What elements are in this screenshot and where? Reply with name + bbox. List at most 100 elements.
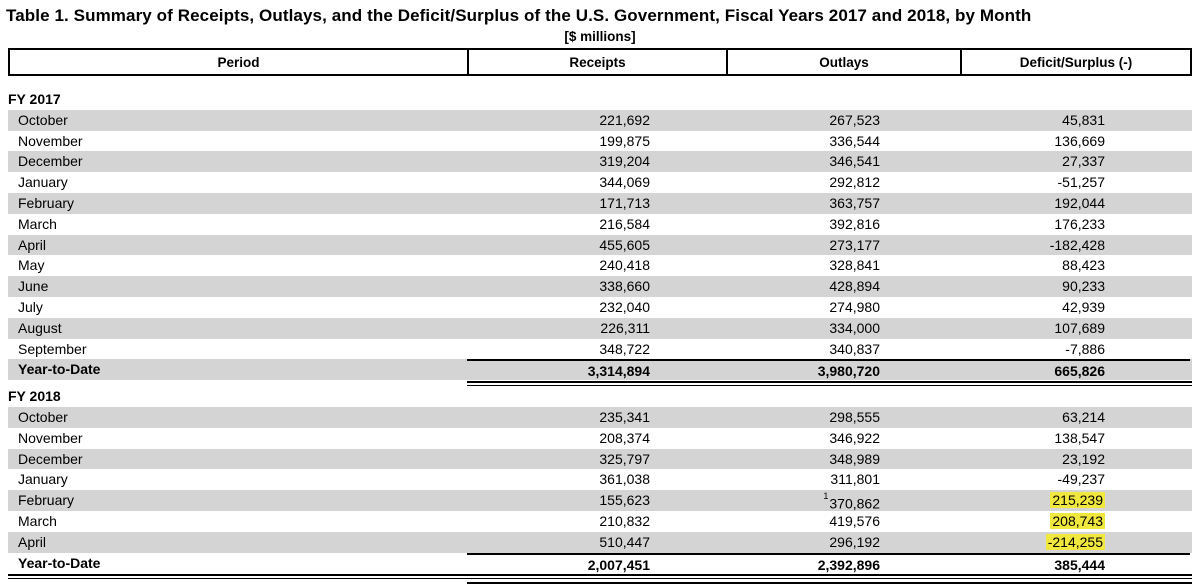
numeric-cells-group: 232,040 274,980 42,939 [467, 297, 1190, 318]
outlays-cell: 1370,862 [728, 490, 962, 512]
receipts-cell: 221,692 [599, 111, 650, 128]
table-row: January 344,069 292,812 -51,257 [8, 172, 1192, 193]
table-row: October 221,692 267,523 45,831 [8, 109, 1192, 131]
numeric-cells-group: 199,875 336,544 136,669 [467, 131, 1190, 152]
column-header-period: Period [10, 50, 469, 74]
receipts-cell: 210,832 [599, 512, 650, 529]
receipts-cell: 208,374 [599, 429, 650, 446]
table-units-subtitle: [$ millions] [564, 29, 636, 44]
highlighted-value: 208,743 [1050, 512, 1105, 529]
numeric-cells-group: 235,341 298,555 63,214 [467, 407, 1190, 428]
numeric-cells-group: 3,314,894 3,980,720 665,826 [467, 359, 1190, 380]
deficit-surplus-cell: 208,743 [962, 511, 1190, 532]
outlays-cell: 3,980,720 [817, 363, 880, 380]
summary-table: Period Receipts Outlays Deficit/Surplus … [8, 48, 1192, 585]
numeric-cells-group: 338,660 428,894 90,233 [467, 276, 1190, 297]
receipts-cell: 3,314,894 [587, 363, 650, 380]
numeric-cells-group: 171,713 363,757 192,044 [467, 193, 1190, 214]
period-cell: October [18, 408, 68, 425]
column-header-deficit-surplus: Deficit/Surplus (-) [1019, 55, 1133, 70]
outlays-cell: 419,576 [829, 512, 880, 529]
year-to-date-total-row: Year-to-Date 2,007,451 2,392,896 385,444 [8, 552, 1192, 574]
table-row: June 338,660 428,894 90,233 [8, 276, 1192, 297]
outlays-cell: 336,544 [829, 132, 880, 149]
table-row: December 319,204 346,541 27,337 [8, 151, 1192, 173]
highlighted-value: -214,255 [1045, 533, 1105, 550]
period-cell: April [18, 533, 47, 550]
receipts-cell: 319,204 [599, 153, 650, 170]
table-row: November 199,875 336,544 136,669 [8, 131, 1192, 152]
table-title: Table 1. Summary of Receipts, Outlays, a… [6, 6, 1032, 25]
deficit-surplus-cell: 88,423 [1062, 257, 1105, 274]
table-row: August 226,311 334,000 107,689 [8, 317, 1192, 339]
deficit-surplus-cell: 215,239 [962, 490, 1190, 511]
period-cell: April [18, 236, 47, 253]
period-cell: Year-to-Date [18, 361, 101, 378]
receipts-cell: 235,341 [599, 408, 650, 425]
deficit-surplus-cell: 42,939 [1062, 298, 1105, 315]
table-end-double-rule [8, 574, 1192, 580]
numeric-cells-group: 344,069 292,812 -51,257 [467, 172, 1190, 193]
deficit-surplus-cell: 107,689 [1054, 319, 1105, 336]
deficit-surplus-cell: -214,255 [962, 532, 1190, 553]
table-row: February 155,623 1370,862 215,239 [8, 490, 1192, 512]
period-cell: May [18, 257, 45, 274]
period-cell: March [18, 215, 57, 232]
outlays-cell: 328,841 [829, 257, 880, 274]
receipts-cell: 338,660 [599, 278, 650, 295]
table-row: March 210,832 419,576 208,743 [8, 511, 1192, 532]
outlays-cell: 348,989 [829, 450, 880, 467]
receipts-cell: 155,623 [599, 492, 650, 509]
period-cell: Year-to-Date [18, 554, 101, 571]
outlays-cell: 334,000 [829, 319, 880, 336]
outlays-cell: 292,812 [829, 174, 880, 191]
deficit-surplus-cell: -49,237 [1057, 471, 1105, 488]
deficit-surplus-cell: 385,444 [1054, 556, 1105, 573]
header-body-gap [8, 76, 1192, 89]
table-row: April 455,605 273,177 -182,428 [8, 234, 1192, 256]
period-cell: January [18, 471, 68, 488]
section-end-double-rule [467, 381, 1192, 387]
numeric-cells-group: 216,584 392,816 176,233 [467, 214, 1190, 235]
numeric-cells-group: 155,623 1370,862 215,239 [467, 490, 1190, 512]
table-row: July 232,040 274,980 42,939 [8, 297, 1192, 318]
table-row: February 171,713 363,757 192,044 [8, 192, 1192, 214]
deficit-surplus-cell: 192,044 [1054, 194, 1105, 211]
period-cell: November [18, 429, 83, 446]
receipts-cell: 325,797 [599, 450, 650, 467]
deficit-surplus-cell: -182,428 [1049, 236, 1105, 253]
period-cell: December [18, 450, 83, 467]
numeric-cells-group: 348,722 340,837 -7,886 [467, 339, 1190, 360]
numeric-cells-group: 226,311 334,000 107,689 [467, 318, 1190, 339]
table-header-row: Period Receipts Outlays Deficit/Surplus … [8, 48, 1192, 76]
outlays-cell: 267,523 [829, 111, 880, 128]
table-body: FY 2017 October 221,692 267,523 45,831 Novemb… [8, 89, 1192, 585]
table-row: March 216,584 392,816 176,233 [8, 214, 1192, 235]
outlays-cell: 392,816 [829, 215, 880, 232]
period-cell: June [18, 278, 49, 295]
footnote-marker: 1 [823, 491, 829, 502]
numeric-cells-group: 325,797 348,989 23,192 [467, 449, 1190, 470]
outlays-cell: 296,192 [829, 533, 880, 550]
deficit-surplus-cell: 23,192 [1062, 450, 1105, 467]
receipts-cell: 226,311 [600, 319, 650, 336]
receipts-cell: 232,040 [599, 298, 650, 315]
outlays-cell: 298,555 [829, 408, 880, 425]
outlays-value: 370,862 [829, 495, 880, 512]
receipts-cell: 199,875 [599, 132, 650, 149]
receipts-cell: 510,447 [599, 533, 650, 550]
outlays-cell: 274,980 [829, 298, 880, 315]
period-cell: February [18, 194, 75, 211]
receipts-cell: 361,038 [599, 471, 650, 488]
deficit-surplus-cell: -7,886 [1065, 340, 1105, 357]
receipts-cell: 240,418 [599, 257, 650, 274]
numeric-cells-group: 208,374 346,922 138,547 [467, 428, 1190, 449]
outlays-cell: 273,177 [829, 236, 880, 253]
year-to-date-total-row: Year-to-Date 3,314,894 3,980,720 665,826 [8, 359, 1192, 381]
deficit-surplus-cell: 27,337 [1062, 153, 1105, 170]
outlays-cell: 363,757 [829, 194, 880, 211]
numeric-cells-group: 240,418 328,841 88,423 [467, 255, 1190, 276]
fiscal-year-section-label: FY 2018 [8, 388, 61, 405]
deficit-surplus-cell: 45,831 [1062, 111, 1105, 128]
deficit-surplus-cell: 136,669 [1054, 132, 1105, 149]
